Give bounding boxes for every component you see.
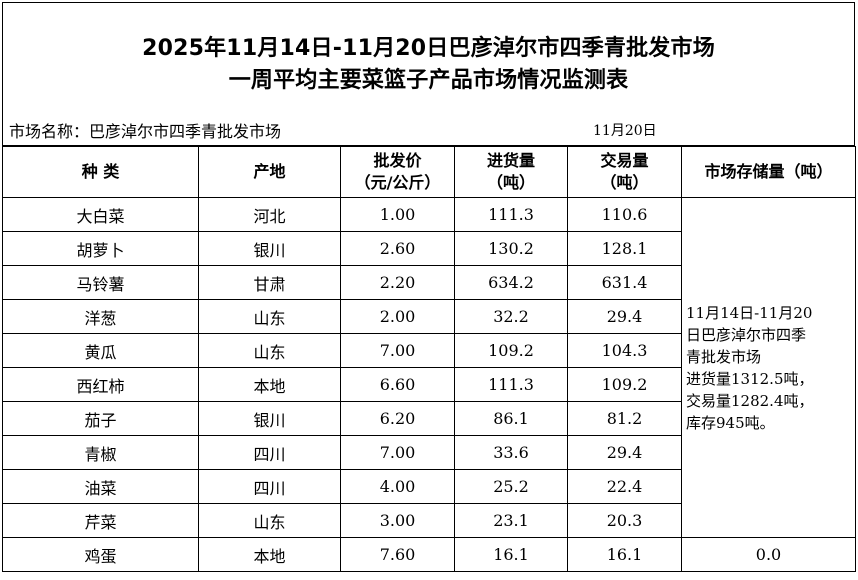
cell-traded: 29.4 xyxy=(567,299,682,334)
report-title-line2: 一周平均主要菜篮子产品市场情况监测表 xyxy=(228,68,629,93)
header-price-line2: （元/公斤） xyxy=(354,173,441,192)
cell-price: 2.20 xyxy=(340,265,455,300)
cell-origin: 四川 xyxy=(198,435,341,470)
table-row: 胡萝卜 银川 2.60 130.2 128.1 xyxy=(2,231,856,266)
cell-price: 6.60 xyxy=(340,367,455,402)
cell-traded: 16.1 xyxy=(567,537,682,572)
header-price-line1: 批发价 xyxy=(373,151,422,170)
cell-kind: 洋葱 xyxy=(2,299,199,334)
cell-traded: 631.4 xyxy=(567,265,682,300)
header-incoming-line1: 进货量 xyxy=(486,151,535,170)
cell-price: 7.60 xyxy=(340,537,455,572)
cell-kind: 西红柿 xyxy=(2,367,199,402)
table-row: 马铃薯 甘肃 2.20 634.2 631.4 xyxy=(2,265,856,300)
cell-origin: 本地 xyxy=(198,367,341,402)
cell-incoming: 634.2 xyxy=(454,265,568,300)
cell-incoming: 86.1 xyxy=(454,401,568,436)
table-row: 鸡蛋 本地 7.60 16.1 16.1 0.0 xyxy=(2,537,856,572)
header-incoming: 进货量 （吨） xyxy=(454,146,568,198)
header-kind: 种 类 xyxy=(2,146,199,198)
table-header-row: 种 类 产地 批发价 （元/公斤） 进货量 （吨） 交易量 （吨） 市场存储量（… xyxy=(2,146,856,198)
cell-traded: 110.6 xyxy=(567,197,682,232)
cell-kind: 青椒 xyxy=(2,435,199,470)
cell-traded: 29.4 xyxy=(567,435,682,470)
cell-kind: 鸡蛋 xyxy=(2,537,199,572)
cell-storage: 0.0 xyxy=(681,537,856,572)
cell-price: 3.00 xyxy=(340,503,455,538)
table-row: 芹菜 山东 3.00 23.1 20.3 xyxy=(2,503,856,538)
cell-price: 7.00 xyxy=(340,435,455,470)
cell-origin: 山东 xyxy=(198,503,341,538)
cell-price: 7.00 xyxy=(340,333,455,368)
cell-incoming: 23.1 xyxy=(454,503,568,538)
cell-traded: 22.4 xyxy=(567,469,682,504)
cell-origin: 甘肃 xyxy=(198,265,341,300)
cell-kind: 大白菜 xyxy=(2,197,199,232)
cell-kind: 马铃薯 xyxy=(2,265,199,300)
summary-note-line2: 日巴彦淖尔市四季 xyxy=(686,325,807,344)
cell-incoming: 111.3 xyxy=(454,197,568,232)
summary-note-line1: 11月14日-11月20 xyxy=(686,303,813,322)
header-origin: 产地 xyxy=(198,146,341,198)
cell-traded: 104.3 xyxy=(567,333,682,368)
header-incoming-line2: （吨） xyxy=(486,173,535,192)
cell-incoming: 32.2 xyxy=(454,299,568,334)
table-row: 黄瓜 山东 7.00 109.2 104.3 xyxy=(2,333,856,368)
title-block: 2025年11月14日-11月20日巴彦淖尔市四季青批发市场 一周平均主要菜篮子… xyxy=(2,2,855,108)
cell-price: 4.00 xyxy=(340,469,455,504)
cell-origin: 本地 xyxy=(198,537,341,572)
cell-kind: 油菜 xyxy=(2,469,199,504)
cell-incoming: 33.6 xyxy=(454,435,568,470)
cell-traded: 128.1 xyxy=(567,231,682,266)
cell-origin: 山东 xyxy=(198,333,341,368)
cell-incoming: 130.2 xyxy=(454,231,568,266)
table-row: 西红柿 本地 6.60 111.3 109.2 xyxy=(2,367,856,402)
cell-kind: 茄子 xyxy=(2,401,199,436)
cell-incoming: 111.3 xyxy=(454,367,568,402)
header-storage: 市场存储量（吨） xyxy=(681,146,856,198)
cell-origin: 银川 xyxy=(198,401,341,436)
market-name: 市场名称：巴彦淖尔市四季青批发市场 xyxy=(9,122,282,141)
market-info-row: 市场名称：巴彦淖尔市四季青批发市场 11月20日 xyxy=(2,108,855,146)
table-row: 洋葱 山东 2.00 32.2 29.4 xyxy=(2,299,856,334)
cell-price: 2.00 xyxy=(340,299,455,334)
summary-note-cell: 11月14日-11月20 日巴彦淖尔市四季 青批发市场 进货量1312.5吨， … xyxy=(681,197,856,538)
cell-traded: 109.2 xyxy=(567,367,682,402)
header-price: 批发价 （元/公斤） xyxy=(340,146,455,198)
summary-note-line3: 青批发市场 xyxy=(686,347,762,366)
cell-traded: 20.3 xyxy=(567,503,682,538)
cell-price: 1.00 xyxy=(340,197,455,232)
report-date: 11月20日 xyxy=(593,123,657,139)
header-traded-line1: 交易量 xyxy=(600,151,649,170)
cell-kind: 黄瓜 xyxy=(2,333,199,368)
table-row: 大白菜 河北 1.00 111.3 110.6 11月14日-11月20 日巴彦… xyxy=(2,197,856,538)
cell-incoming: 109.2 xyxy=(454,333,568,368)
report-title-line1: 2025年11月14日-11月20日巴彦淖尔市四季青批发市场 xyxy=(142,36,715,61)
summary-note-line5: 交易量1282.4吨， xyxy=(686,391,814,410)
cell-price: 6.20 xyxy=(340,401,455,436)
header-traded: 交易量 （吨） xyxy=(567,146,682,198)
cell-origin: 河北 xyxy=(198,197,341,232)
summary-note-line6: 库存945吨。 xyxy=(686,413,775,432)
cell-origin: 四川 xyxy=(198,469,341,504)
cell-price: 2.60 xyxy=(340,231,455,266)
header-traded-line2: （吨） xyxy=(600,173,649,192)
cell-origin: 山东 xyxy=(198,299,341,334)
cell-incoming: 25.2 xyxy=(454,469,568,504)
summary-note-line4: 进货量1312.5吨， xyxy=(686,369,814,388)
cell-kind: 芹菜 xyxy=(2,503,199,538)
cell-kind: 胡萝卜 xyxy=(2,231,199,266)
monitoring-table: 种 类 产地 批发价 （元/公斤） 进货量 （吨） 交易量 （吨） 市场存储量（… xyxy=(2,146,856,572)
cell-origin: 银川 xyxy=(198,231,341,266)
cell-incoming: 16.1 xyxy=(454,537,568,572)
table-row: 茄子 银川 6.20 86.1 81.2 xyxy=(2,401,856,436)
cell-traded: 81.2 xyxy=(567,401,682,436)
